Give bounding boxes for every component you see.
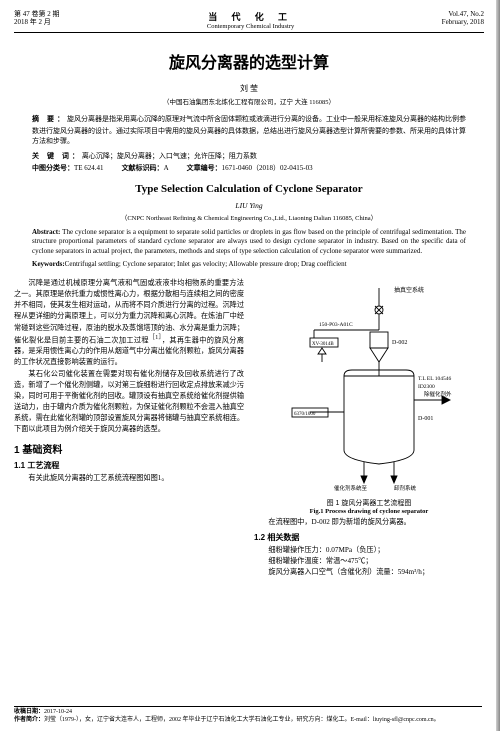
section-1-2-heading: 1.2 相关数据 [254,532,484,543]
class-val: TE 624.41 [74,164,104,172]
data-line-1: 细粉罐操作压力：0.07MPa（负压）； [254,545,484,556]
class-label: 中图分类号： [32,164,74,172]
recv-date: 2017-10-24 [44,709,72,715]
date-en: February, 2018 [442,18,484,26]
fig-label-valve: XV-3014B [312,342,334,347]
citation-1: ［1］ [149,335,162,341]
author-chinese: 刘 莹 [14,83,484,94]
page-shadow [496,0,500,731]
author-bio: 刘莹（1979-），女，辽宁省大连市人，工程师，2002 年毕业于辽宁石油化工大… [44,717,440,723]
figure-1: 抽真空系统 150-P03-A01C XV-3014B D-002 [254,280,484,515]
kw-text-en: Centrifugal settling; Cyclone separator;… [65,260,347,268]
fig-label-cyclone: D-002 [392,340,407,346]
title-chinese: 旋风分离器的选型计算 [14,49,484,73]
doccode-val: A [164,164,169,172]
section-1-heading: 1 基础资料 [14,441,244,456]
figure-1-caption-en: Fig.1 Process drawing of cyclone separat… [254,508,484,515]
abstract-text-ch: 旋风分离器是指采用离心沉降的原理对气流中所含固体颗粒或液滴进行分离的设备。工业中… [32,115,466,145]
abstract-label-ch: 摘 要： [32,116,67,123]
left-column: 沉降是通过机械原理分离气液和气固或液液非均相物系的重要方法之一。其原理是依托重力… [14,278,244,579]
affiliation-chinese: （中国石油集团东北炼化工程有限公司，辽宁 大连 116085） [14,96,484,106]
page-header: 第 47 卷第 2 期 2018 年 2 月 当 代 化 工 Contempor… [14,10,484,33]
artno-label: 文章编号： [187,164,222,172]
abstract-english: Abstract: The cyclone separator is a equ… [32,228,466,257]
section-1-1-text: 有关此旋风分离器的工艺系统流程图如图1。 [14,473,244,484]
keywords-english: Keywords:Centrifugal settling; Cyclone s… [32,260,466,268]
note-after-figure: 在流程图中，D-002 即为新增的旋风分离器。 [254,517,484,528]
data-line-2: 细粉罐操作温度：常温～475℃； [254,556,484,567]
paragraph-2: 某石化公司催化装置在需要对现有催化剂储存及回收系统进行了改造，新增了一个催化剂侧… [14,369,244,436]
title-english: Type Selection Calculation of Cyclone Se… [14,183,484,195]
keywords-chinese: 关 键 词：离心沉降；旋风分离器；入口气速；允许压降；阻力系数 [32,151,466,161]
artno-val: 1671-0460（2018）02-0415-03 [222,164,313,172]
section-1-1-heading: 1.1 工艺流程 [14,460,244,471]
date-ch: 2018 年 2 月 [14,18,60,26]
journal-name-ch: 当 代 化 工 [60,10,442,23]
figure-1-caption-ch: 图 1 旋风分离器工艺流程图 [254,498,484,508]
abstract-text-en: The cyclone separator is a equipment to … [32,228,466,256]
author-bio-label: 作者简介： [14,717,44,723]
fig-label-vessel-tl: T.L EL 104546 [418,376,451,382]
data-line-3: 旋风分离器入口空气（含催化剂）流量：594m³/h； [254,567,484,578]
kw-text-ch: 离心沉降；旋风分离器；入口气速；允许压降；阻力系数 [82,152,257,160]
process-diagram-icon: 抽真空系统 150-P03-A01C XV-3014B D-002 [264,280,474,496]
kw-label-en: Keywords: [32,260,65,268]
fig-label-top: 抽真空系统 [394,286,424,294]
recv-label: 收稿日期： [14,709,44,715]
fig-label-bot2: 卸剂系统 [394,484,417,492]
fig-label-vessel-d: D-001 [418,416,433,422]
fig-label-side: 除催化剂外 [424,390,452,398]
doccode-label: 文献标识码： [122,164,164,172]
fig-label-flow: 6370/1000 [294,412,316,417]
right-column: 抽真空系统 150-P03-A01C XV-3014B D-002 [254,278,484,579]
vol-en: Vol.47, No.2 [442,10,484,18]
fig-label-vessel-id: ID2300 [418,384,435,390]
abstract-chinese: 摘 要：旋风分离器是指采用离心沉降的原理对气流中所含固体颗粒或液滴进行分离的设备… [32,114,466,147]
fig-label-pipe: 150-P03-A01C [319,322,353,328]
kw-label-ch: 关 键 词： [32,153,82,160]
page-footer: 收稿日期：2017-10-24 作者简介：刘莹（1979-），女，辽宁省大连市人… [14,706,482,725]
affiliation-english: （CNPC Northeast Refining & Chemical Engi… [14,212,484,222]
author-english: LIU Ying [14,201,484,210]
classification-row: 中图分类号：TE 624.41 文献标识码：A 文章编号：1671-0460（2… [32,163,466,173]
journal-name-en: Contemporary Chemical Industry [60,23,442,30]
abstract-label-en: Abstract: [32,228,60,236]
paragraph-1: 沉降是通过机械原理分离气液和气固或液液非均相物系的重要方法之一。其原理是依托重力… [14,278,244,369]
fig-label-bot1: 催化剂系统至 [334,484,368,492]
